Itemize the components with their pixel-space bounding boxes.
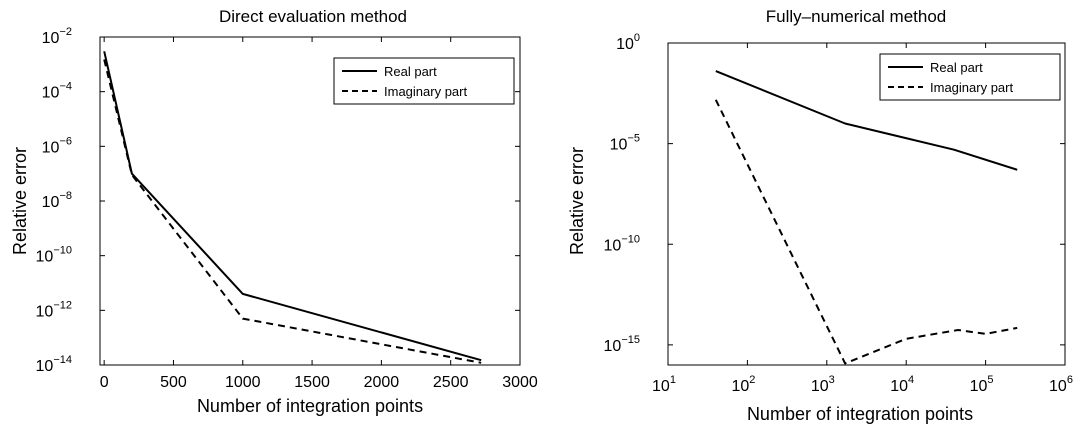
chart-title: Fully–numerical method: [766, 7, 946, 26]
series-line-imaginary: [103, 59, 482, 364]
x-tick-label: 105: [970, 374, 994, 395]
x-tick-label: 103: [811, 374, 835, 395]
legend-label-imaginary: Imaginary part: [930, 80, 1013, 95]
chart-direct-evaluation: Direct evaluation method 0 500 1000 1500 200…: [10, 7, 538, 416]
legend: Real part Imaginary part: [333, 57, 515, 105]
legend-label-imaginary: Imaginary part: [384, 84, 467, 99]
y-tick-label: 10−5: [610, 133, 640, 154]
x-tick-label: 2000: [364, 374, 400, 391]
chart-title: Direct evaluation method: [219, 7, 407, 26]
x-tick-label: 101: [652, 374, 676, 395]
x-tick-label: 0: [100, 374, 109, 391]
y-axis-ticks: 10−2 10−4 10−6 10−8 10−10 10−12 10−14: [36, 26, 520, 375]
legend-label-real: Real part: [384, 64, 437, 79]
series-line-real: [103, 51, 482, 362]
y-tick-label: 100: [616, 32, 640, 53]
y-tick-label: 10−12: [36, 299, 72, 320]
chart-fully-numerical: Fully–numerical method 101 102 103 104 105 10…: [567, 7, 1073, 424]
x-tick-label: 106: [1049, 374, 1073, 395]
legend-box: [333, 57, 515, 105]
y-tick-label: 10−15: [604, 334, 640, 355]
y-tick-label: 10−10: [604, 233, 640, 254]
legend: Real part Imaginary part: [879, 53, 1061, 101]
x-axis-ticks: 101 102 103 104 105 106: [652, 43, 1073, 395]
x-tick-label: 2500: [433, 374, 469, 391]
x-axis-label: Number of integration points: [197, 396, 423, 416]
x-axis-label: Number of integration points: [747, 404, 973, 424]
y-tick-label: 10−2: [42, 26, 72, 47]
y-tick-label: 10−8: [42, 190, 72, 211]
x-tick-label: 102: [731, 374, 755, 395]
y-axis-ticks: 100 10−5 10−10 10−15: [604, 32, 1065, 355]
x-tick-label: 1500: [294, 374, 330, 391]
y-tick-label: 10−10: [36, 245, 72, 266]
legend-label-real: Real part: [930, 60, 983, 75]
y-axis-label: Relative error: [567, 147, 587, 255]
series-lines: [714, 70, 1018, 365]
x-tick-label: 1000: [225, 374, 261, 391]
y-tick-label: 10−4: [42, 81, 72, 102]
x-axis-ticks: 0 500 1000 1500 2000 2500 3000: [100, 37, 538, 391]
x-tick-label: 104: [890, 374, 914, 395]
plot-frame: [667, 42, 1066, 366]
x-tick-label: 3000: [502, 374, 538, 391]
y-tick-label: 10−6: [42, 135, 72, 156]
series-line-imaginary: [714, 99, 1018, 365]
y-tick-label: 10−14: [36, 354, 72, 375]
x-tick-label: 500: [160, 374, 187, 391]
series-lines: [103, 51, 482, 364]
y-axis-label: Relative error: [10, 147, 30, 255]
series-line-real: [715, 70, 1018, 171]
legend-box: [879, 53, 1061, 101]
